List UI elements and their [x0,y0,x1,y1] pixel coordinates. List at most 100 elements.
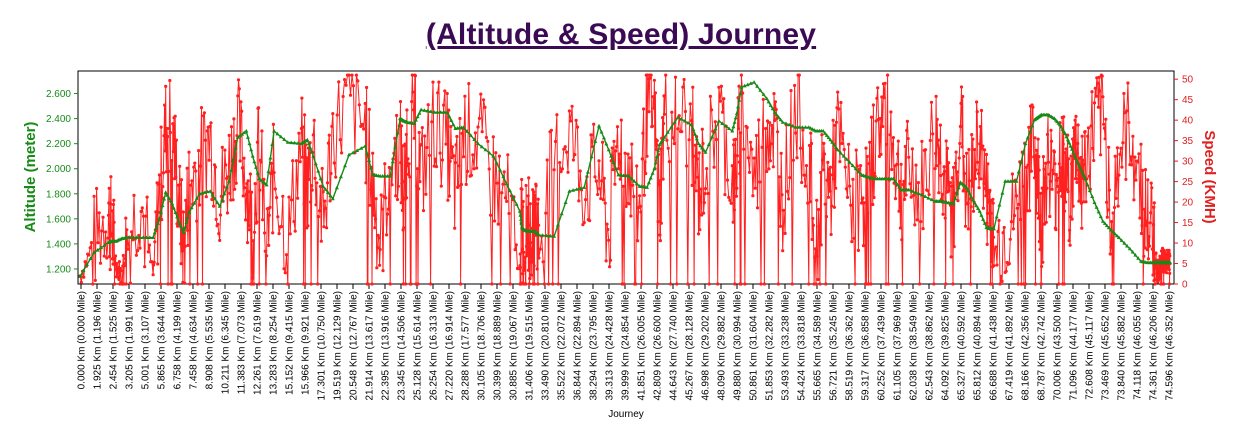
speed-point [128,281,132,285]
speed-point [900,282,905,286]
speed-point [762,282,767,286]
speed-point [990,282,994,286]
altitude-point [841,154,846,158]
speed-point [975,110,979,114]
altitude-point [1064,134,1069,139]
speed-point [385,233,389,237]
altitude-point [974,203,979,208]
altitude-point [853,166,858,171]
altitude-point [660,139,664,143]
speed-point [82,275,86,279]
speed-point [752,156,756,160]
speed-point [683,109,688,114]
speed-point [514,243,518,247]
altitude-point [1065,137,1070,142]
speed-point [818,282,822,286]
speed-point [124,216,128,220]
altitude-point [784,121,788,125]
speed-point [652,78,657,82]
speed-point [779,151,783,155]
speed-point [759,282,763,286]
speed-point [1033,282,1038,286]
altitude-point [694,136,699,141]
speed-point [170,282,174,286]
x-tick-label: 30.105 Km (18.706 Mile) [477,291,488,401]
speed-point [529,241,533,245]
speed-point [662,94,666,98]
speed-point [313,176,317,180]
speed-point [167,169,171,173]
speed-point [259,160,263,164]
altitude-point [1059,124,1064,129]
speed-point [406,157,410,161]
speed-point [873,171,877,175]
altitude-point [1110,229,1115,234]
altitude-point [716,118,721,123]
altitude-point [1014,179,1019,183]
speed-point [1141,282,1145,286]
altitude-point [1019,160,1023,164]
speed-point [506,153,510,157]
speed-point [821,168,825,172]
speed-point [537,256,541,260]
speed-point [112,198,116,202]
speed-point [281,194,285,198]
x-tick-label: 55.665 Km (34.589 Mile) [813,291,824,401]
speed-point [535,202,540,206]
speed-point [862,201,866,205]
speed-point [482,98,486,102]
speed-point [1147,235,1151,239]
x-tick-label: 22.395 Km (13.916 Mile) [381,291,392,401]
speed-point [263,231,267,235]
speed-point [224,163,228,167]
speed-point [870,168,874,172]
speed-point [1092,158,1096,163]
speed-point [434,165,439,169]
altitude-point [176,219,181,223]
speed-point [966,227,970,231]
altitude-point [268,155,273,160]
altitude-point [1060,127,1065,131]
speed-point [960,145,964,149]
speed-point [1162,282,1166,286]
speed-point [638,194,642,198]
speed-point [373,217,378,221]
speed-point [882,96,886,100]
altitude-point [227,179,232,183]
altitude-point [1000,191,1005,195]
speed-point [430,120,434,124]
speed-point [354,73,358,77]
altitude-point [155,221,160,225]
speed-point [850,240,854,244]
altitude-point [997,202,1002,207]
speed-point [527,282,532,286]
altitude-point [593,139,598,143]
altitude-point [614,166,618,171]
speed-point [513,248,517,252]
altitude-point [926,196,931,200]
speed-point [1016,282,1020,286]
speed-point [1130,163,1134,167]
speed-point [1106,208,1110,212]
speed-point [379,193,383,197]
speed-point [559,170,563,174]
altitude-point [255,170,260,175]
speed-point [943,169,947,173]
altitude-point [703,150,708,154]
speed-point [776,130,780,134]
speed-point [734,175,738,179]
altitude-point [748,81,753,85]
x-tick-label: 25.128 Km (15.614 Mile) [413,291,424,401]
speed-point [659,147,663,151]
altitude-point [160,203,165,208]
right-tick-label: 30 [1182,157,1194,168]
speed-point [184,198,188,202]
speed-point [860,201,864,205]
altitude-point [318,176,323,181]
speed-point [1039,282,1043,286]
speed-point [921,227,925,231]
speed-point [822,152,827,156]
speed-point [503,196,507,200]
speed-point [402,180,406,184]
